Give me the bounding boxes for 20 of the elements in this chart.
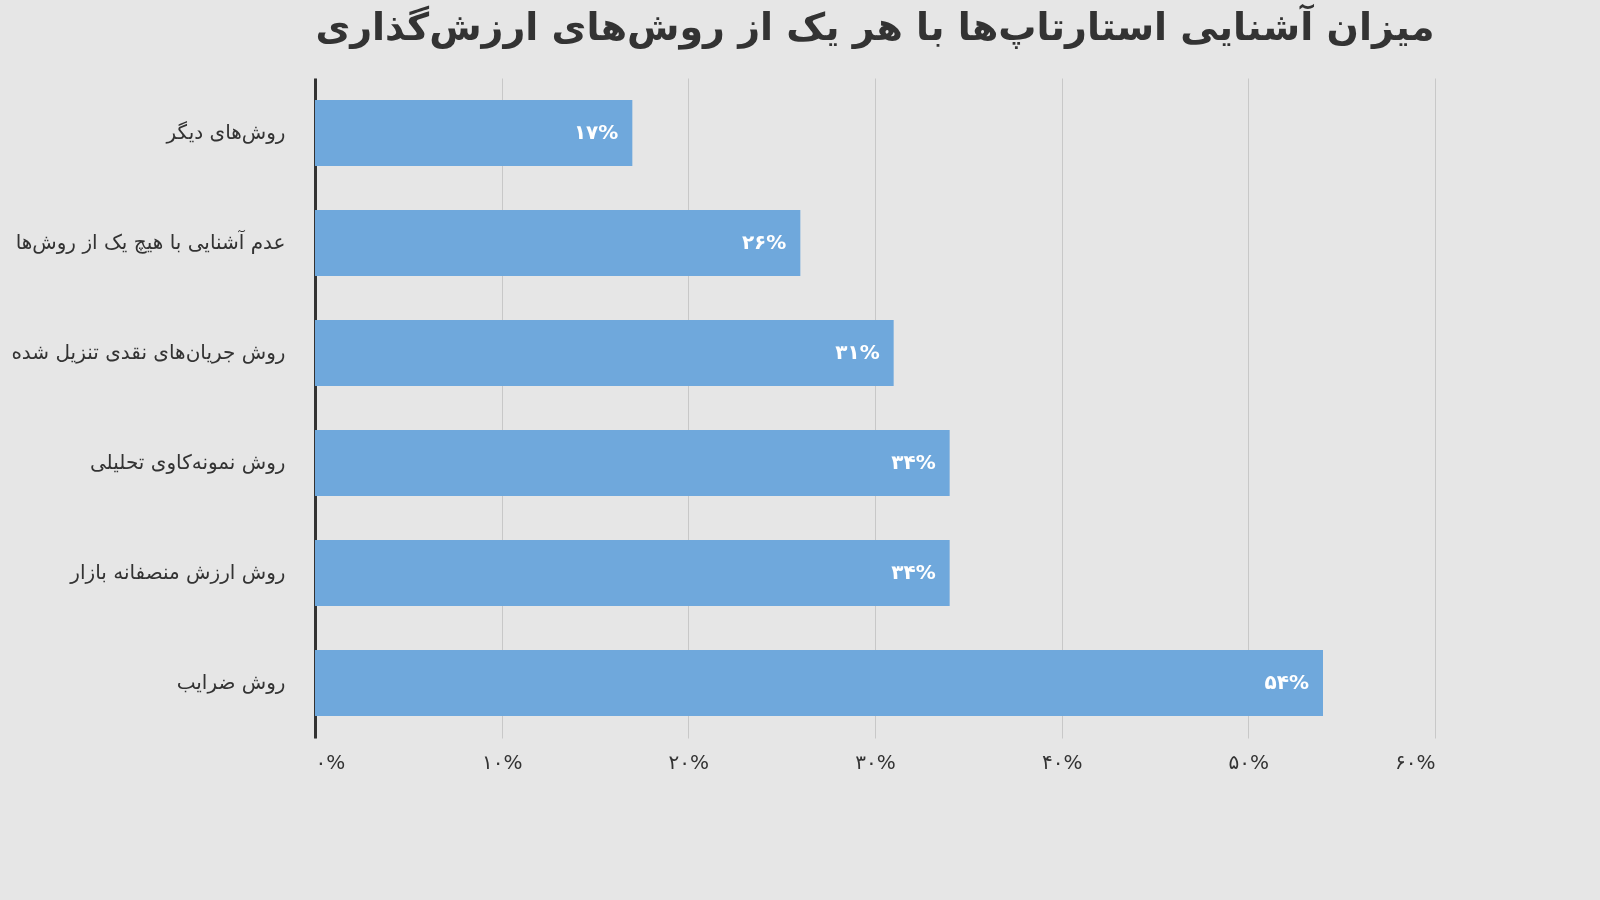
data-label: ۳۴% [891, 560, 936, 584]
data-label: ۵۴% [1264, 670, 1309, 694]
data-label: ۲۶% [741, 230, 787, 254]
y-tick-label: روش نمونه‌کاوی تحلیلی [89, 450, 286, 474]
y-tick-label: روش ارزش منصفانه بازار [69, 560, 286, 584]
x-tick-label: ۴۰% [1041, 749, 1083, 774]
x-tick-label: ۱۰% [481, 749, 523, 774]
data-label: ۳۴% [891, 450, 936, 474]
data-label: ۳۱% [835, 340, 880, 364]
x-tick-label: ۶۰% [1395, 749, 1436, 774]
y-tick-label: عدم آشنایی با هیچ یک از روش‌ها [15, 229, 286, 254]
y-tick-label: روش جریان‌های نقدی تنزیل شده [11, 340, 286, 364]
x-tick-label: ۳۰% [855, 749, 896, 774]
x-tick-label: ۵۰% [1228, 749, 1270, 774]
chart-title: میزان آشنایی استارتاپ‌ها با هر یک از روش‌های ارزش‌گذاری [315, 3, 1435, 50]
x-tick-label: ۲۰% [668, 749, 710, 774]
x-tick-label: ۰% [315, 749, 346, 774]
data-label: ۱۷% [573, 120, 619, 144]
y-tick-label: روش ضرایب [176, 670, 286, 694]
y-tick-label: روش‌های دیگر [165, 120, 286, 144]
